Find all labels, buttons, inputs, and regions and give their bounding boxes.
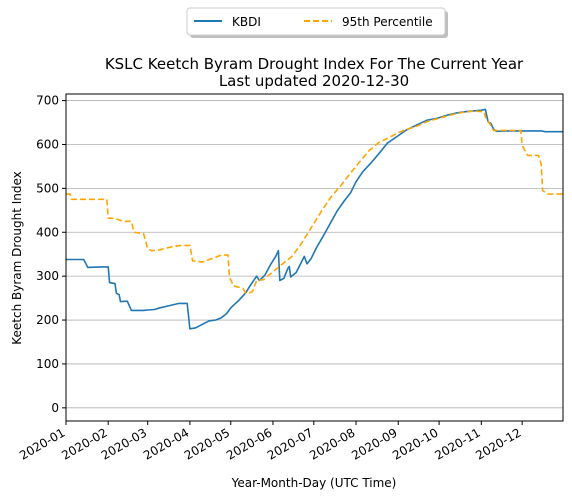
series-line-kbdi bbox=[66, 108, 563, 330]
chart-title: KSLC Keetch Byram Drought Index For The … bbox=[105, 55, 524, 73]
x-tick-label: 2020-04 bbox=[141, 425, 191, 462]
x-tick-label: 2020-09 bbox=[349, 425, 399, 462]
y-tick-label: 600 bbox=[36, 137, 59, 151]
x-tick-label: 2020-03 bbox=[99, 425, 149, 462]
y-tick-label: 200 bbox=[36, 313, 59, 327]
x-axis-ticks: 2020-012020-022020-032020-042020-052020-… bbox=[17, 421, 524, 463]
x-axis-label: Year-Month-Day (UTC Time) bbox=[231, 476, 397, 490]
y-tick-label: 300 bbox=[36, 269, 59, 283]
y-tick-label: 500 bbox=[36, 181, 59, 195]
legend-label-95th-percentile: 95th Percentile bbox=[342, 15, 433, 29]
y-tick-label: 0 bbox=[51, 401, 59, 415]
legend: KBDI 95th Percentile bbox=[186, 7, 448, 38]
x-tick-label: 2020-12 bbox=[473, 425, 523, 462]
chart-subtitle: Last updated 2020-12-30 bbox=[219, 72, 409, 90]
x-tick-label: 2020-10 bbox=[390, 425, 440, 462]
x-tick-label: 2020-06 bbox=[224, 425, 274, 462]
y-tick-label: 100 bbox=[36, 357, 59, 371]
data-series bbox=[66, 108, 563, 330]
legend-label-kbdi: KBDI bbox=[232, 15, 261, 29]
x-tick-label: 2020-01 bbox=[17, 425, 67, 462]
x-tick-label: 2020-08 bbox=[307, 425, 357, 462]
y-tick-label: 400 bbox=[36, 225, 59, 239]
plot-frame bbox=[65, 93, 564, 422]
x-tick-label: 2020-11 bbox=[432, 425, 482, 462]
y-axis-label: Keetch Byram Drought Index bbox=[10, 171, 24, 345]
x-tick-label: 2020-07 bbox=[265, 425, 315, 462]
x-tick-label: 2020-05 bbox=[182, 425, 232, 462]
series-line-95th-percentile bbox=[66, 110, 563, 294]
gridlines bbox=[66, 100, 563, 409]
y-axis-ticks: 0 100 200 300 400 500 600 700 bbox=[36, 94, 66, 415]
y-tick-label: 700 bbox=[36, 94, 59, 108]
